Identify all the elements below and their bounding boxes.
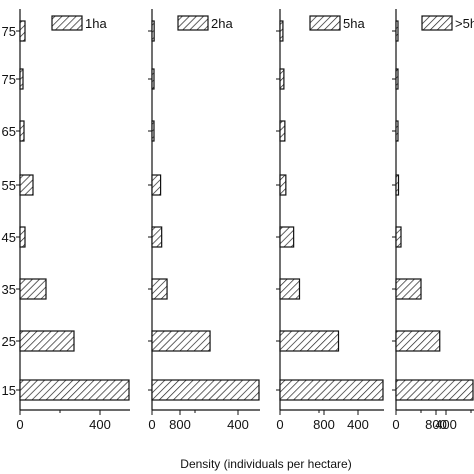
- x-tick-label: 800: [313, 417, 335, 432]
- x-tick-label: 0: [16, 417, 23, 432]
- legend-swatch: [421, 15, 453, 31]
- x-axis-title: Density (individuals per hectare): [180, 457, 351, 471]
- y-tick-label: 35: [2, 282, 16, 297]
- bar: [19, 226, 26, 248]
- bar: [19, 20, 26, 42]
- x-tick-label: 800: [169, 417, 191, 432]
- bar: [395, 174, 400, 196]
- bar: [151, 330, 211, 352]
- y-tick-label: 75: [2, 24, 16, 39]
- x-tick-label: 800: [425, 417, 447, 432]
- x-tick-label: 0: [392, 417, 399, 432]
- bar: [279, 120, 286, 142]
- x-tick-label: 400: [89, 417, 111, 432]
- bar: [151, 379, 260, 401]
- bar: [19, 379, 130, 401]
- bar: [395, 330, 441, 352]
- bar: [151, 278, 168, 300]
- bar: [151, 120, 155, 142]
- bar: [279, 174, 287, 196]
- panel-1: 0 400 800 1ha: [16, 9, 191, 432]
- bar: [279, 379, 384, 401]
- bar: [395, 120, 399, 142]
- x-tick-label: 400: [347, 417, 369, 432]
- bar: [395, 226, 402, 248]
- bar: [395, 278, 422, 300]
- y-tick-label: 15: [2, 383, 16, 398]
- bar: [279, 20, 284, 42]
- bar: [19, 330, 75, 352]
- y-tick-label: 75: [2, 72, 16, 87]
- bar: [151, 20, 155, 42]
- bar: [19, 120, 25, 142]
- y-tick-label: 25: [2, 334, 16, 349]
- bar: [395, 20, 399, 42]
- legend-swatch: [51, 15, 83, 31]
- bar: [279, 330, 340, 352]
- legend-label: 5ha: [343, 16, 365, 31]
- y-tick-label: 65: [2, 124, 16, 139]
- legend-label: 1ha: [85, 16, 107, 31]
- legend-swatch: [177, 15, 209, 31]
- bar: [151, 174, 162, 196]
- bar: [395, 379, 474, 401]
- panel-2: 0 400 800 2ha: [148, 9, 335, 432]
- legend-label: >5ha: [455, 16, 474, 31]
- bar: [151, 68, 155, 90]
- x-tick-label: 0: [276, 417, 283, 432]
- x-tick-label: 0: [148, 417, 155, 432]
- bar: [19, 174, 34, 196]
- panel-3: 0 400 800 5ha: [276, 9, 447, 432]
- x-tick-label: 400: [227, 417, 249, 432]
- x-tick-label: 400: [435, 417, 457, 432]
- y-tick-label: 55: [2, 178, 16, 193]
- bar: [279, 226, 295, 248]
- y-tick-label: 45: [2, 230, 16, 245]
- bar: [19, 68, 24, 90]
- bar: [151, 226, 163, 248]
- bar: [279, 278, 301, 300]
- bar: [279, 68, 285, 90]
- panel-4: 0 400 >5ha: [392, 9, 474, 432]
- bar: [395, 68, 399, 90]
- legend-swatch: [309, 15, 341, 31]
- legend-label: 2ha: [211, 16, 233, 31]
- bar: [19, 278, 47, 300]
